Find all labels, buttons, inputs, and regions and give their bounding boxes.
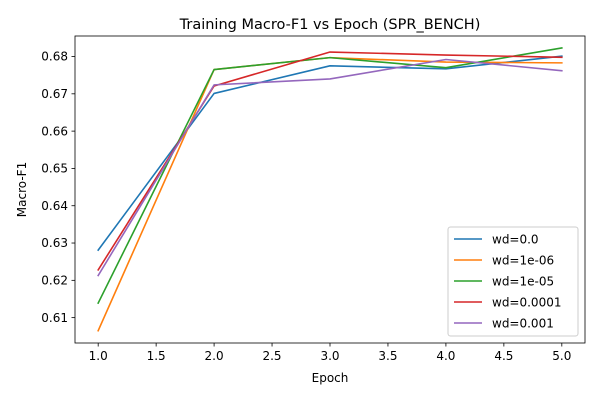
legend-label: wd=1e-05: [492, 274, 554, 288]
y-tick-label: 0.61: [41, 311, 68, 325]
series-line-4: [97, 58, 563, 277]
y-tick-label: 0.62: [41, 274, 68, 288]
x-tick-label: 2.0: [205, 349, 224, 363]
series-line-0: [97, 55, 563, 252]
x-tick-label: 3.0: [320, 349, 339, 363]
y-axis: 0.61 0.62 0.63 0.64 0.65 0.66 0.67 0.68: [41, 50, 75, 325]
x-tick-label: 5.0: [552, 349, 571, 363]
legend-box: [447, 226, 579, 337]
x-tick-label: 4.0: [436, 349, 455, 363]
x-axis: 1.0 1.5 2.0 2.5 3.0 3.5 4.0 4.5 5.0: [89, 343, 571, 363]
y-tick-label: 0.66: [41, 124, 68, 138]
x-tick-label: 4.5: [494, 349, 513, 363]
legend-label: wd=0.001: [492, 316, 554, 330]
y-tick-label: 0.63: [41, 236, 68, 250]
y-tick-label: 0.67: [41, 87, 68, 101]
x-axis-label: Epoch: [312, 371, 349, 385]
chart-title: Training Macro-F1 vs Epoch (SPR_BENCH): [179, 17, 481, 33]
x-tick-label: 2.5: [262, 349, 281, 363]
legend-label: wd=0.0: [492, 232, 539, 246]
y-axis-label: Macro-F1: [15, 162, 29, 217]
x-tick-label: 1.0: [89, 349, 108, 363]
legend-label: wd=0.0001: [492, 295, 561, 309]
legend: wd=0.0 wd=1e-06 wd=1e-05 wd=0.0001 wd=0.001: [447, 226, 579, 337]
y-tick-label: 0.64: [41, 199, 68, 213]
plot-area: [97, 47, 563, 332]
x-tick-label: 3.5: [378, 349, 397, 363]
legend-label: wd=1e-06: [492, 253, 554, 267]
x-tick-label: 1.5: [147, 349, 166, 363]
y-tick-label: 0.65: [41, 162, 68, 176]
y-tick-label: 0.68: [41, 50, 68, 64]
